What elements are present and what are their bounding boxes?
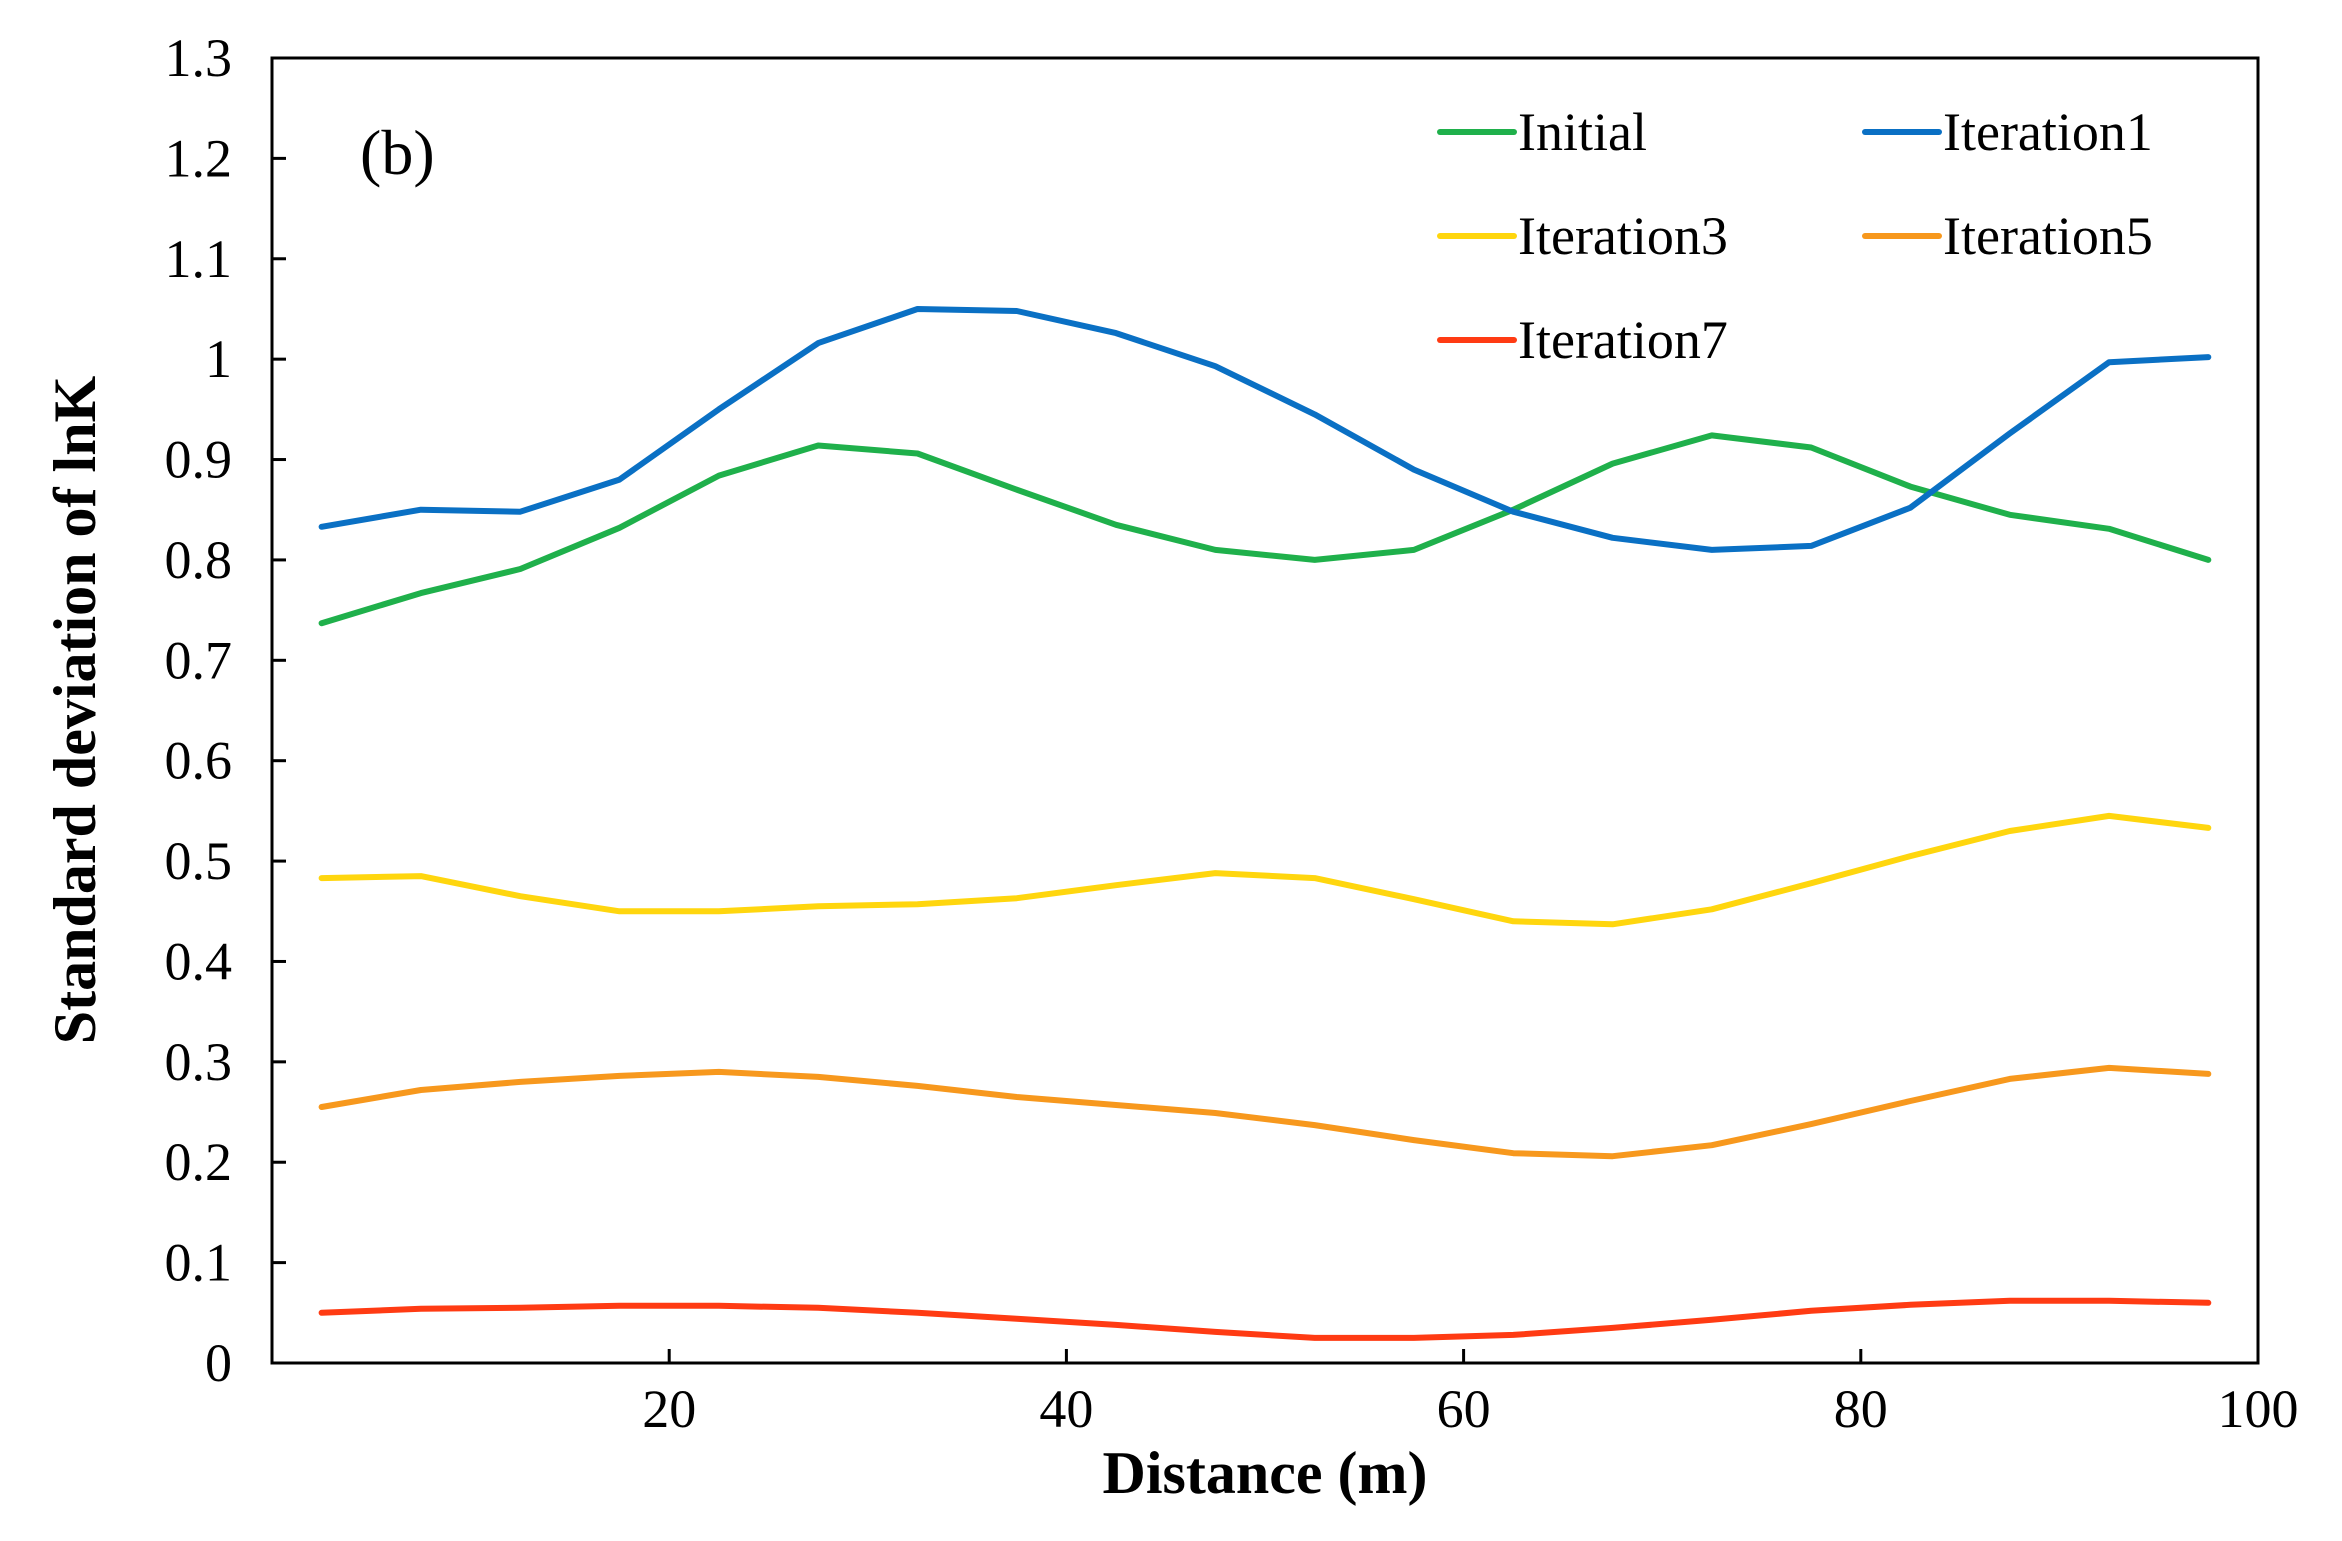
y-axis: 0 0.1 0.2 0.3 0.4 0.5 0.6 0.7 0.8 0.9 1 1.1 1.2 1.3 [165,28,286,1393]
legend-label-iteration5: Iteration5 [1943,206,2153,266]
y-tick-label: 0 [205,1333,232,1393]
y-tick-label: 1.3 [165,28,233,88]
series-lines [318,306,2212,1341]
y-axis-title: Standard deviation of lnK [42,375,108,1044]
y-tick-label: 1 [205,329,232,389]
series-line-iteration7 [318,1297,2212,1341]
y-tick-label: 1.2 [165,128,233,188]
plot-area [270,56,2260,1365]
legend: Initial Iteration1 Iteration3 Iteration5 Ite… [1437,102,2153,370]
y-tick-label: 0.8 [165,530,233,590]
x-axis: 20 40 60 80 100 [642,1349,2299,1439]
panel-label: (b) [360,117,435,188]
legend-label-iteration7: Iteration7 [1518,310,1728,370]
x-tick-label: 40 [1039,1379,1093,1439]
x-axis-title: Distance (m) [1103,1440,1428,1506]
x-tick-label: 60 [1437,1379,1491,1439]
x-tick-label: 20 [642,1379,696,1439]
y-tick-label: 0.6 [165,731,233,791]
y-tick-label: 0.3 [165,1032,233,1092]
series-line-iteration3 [318,812,2212,928]
series-line-iteration5 [318,1064,2212,1160]
y-tick-label: 0.2 [165,1132,233,1192]
x-tick-label: 100 [2218,1379,2299,1439]
y-tick-label: 0.4 [165,931,233,991]
legend-label-iteration1: Iteration1 [1943,102,2153,162]
series-line-initial [318,432,2212,627]
y-tick-label: 1.1 [165,229,233,289]
series-line-iteration1 [318,306,2212,553]
y-tick-label: 0.9 [165,430,233,490]
legend-label-initial: Initial [1518,102,1647,162]
x-tick-label: 80 [1834,1379,1888,1439]
y-tick-label: 0.5 [165,831,233,891]
y-tick-label: 0.7 [165,630,233,690]
legend-label-iteration3: Iteration3 [1518,206,1728,266]
y-tick-label: 0.1 [165,1233,233,1293]
